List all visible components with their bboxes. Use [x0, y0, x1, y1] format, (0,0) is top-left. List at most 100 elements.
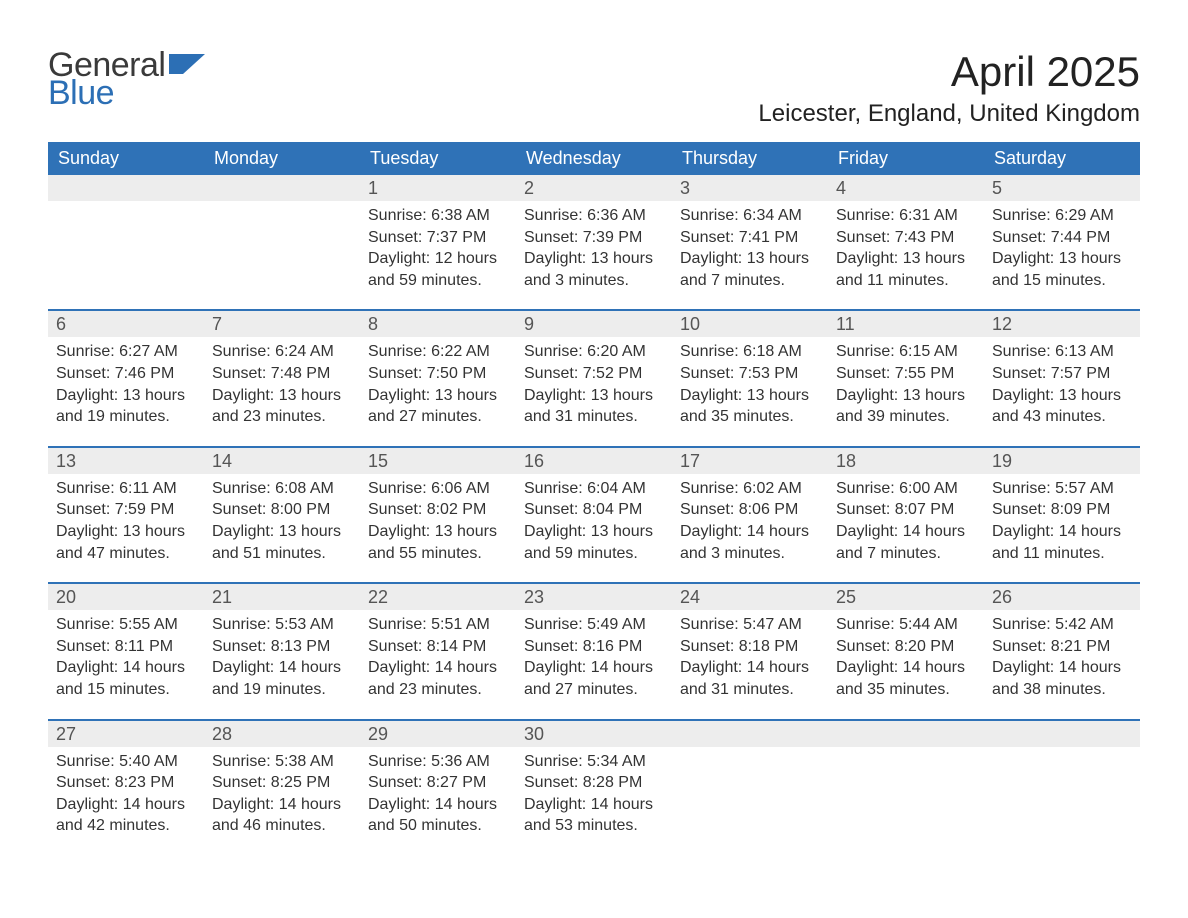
sunset-line: Sunset: 7:46 PM: [56, 363, 196, 385]
day-body: Sunrise: 6:02 AMSunset: 8:06 PMDaylight:…: [672, 474, 828, 570]
day-number: 29: [360, 721, 516, 747]
sunset-line: Sunset: 8:21 PM: [992, 636, 1132, 658]
daylight-line-2: and 3 minutes.: [524, 270, 664, 292]
day-body: Sunrise: 6:08 AMSunset: 8:00 PMDaylight:…: [204, 474, 360, 570]
day-number: 3: [672, 175, 828, 201]
sunset-line: Sunset: 7:48 PM: [212, 363, 352, 385]
sunset-line: Sunset: 8:11 PM: [56, 636, 196, 658]
daylight-line-1: Daylight: 13 hours: [56, 521, 196, 543]
sunrise-line: Sunrise: 6:36 AM: [524, 205, 664, 227]
weekday-header: Wednesday: [516, 142, 672, 175]
sunrise-line: Sunrise: 6:06 AM: [368, 478, 508, 500]
daylight-line-1: Daylight: 14 hours: [368, 794, 508, 816]
day-cell: 11Sunrise: 6:15 AMSunset: 7:55 PMDayligh…: [828, 311, 984, 433]
day-number: 17: [672, 448, 828, 474]
daylight-line-2: and 35 minutes.: [680, 406, 820, 428]
day-body: Sunrise: 5:57 AMSunset: 8:09 PMDaylight:…: [984, 474, 1140, 570]
day-cell: 28Sunrise: 5:38 AMSunset: 8:25 PMDayligh…: [204, 721, 360, 843]
day-number: [672, 721, 828, 747]
day-cell: 4Sunrise: 6:31 AMSunset: 7:43 PMDaylight…: [828, 175, 984, 297]
sunset-line: Sunset: 7:57 PM: [992, 363, 1132, 385]
daylight-line-2: and 23 minutes.: [368, 679, 508, 701]
sunset-line: Sunset: 8:28 PM: [524, 772, 664, 794]
month-title: April 2025: [758, 48, 1140, 96]
daylight-line-1: Daylight: 13 hours: [524, 385, 664, 407]
sunrise-line: Sunrise: 6:34 AM: [680, 205, 820, 227]
daylight-line-1: Daylight: 13 hours: [836, 248, 976, 270]
sunrise-line: Sunrise: 5:51 AM: [368, 614, 508, 636]
day-cell: 30Sunrise: 5:34 AMSunset: 8:28 PMDayligh…: [516, 721, 672, 843]
day-number: 19: [984, 448, 1140, 474]
title-block: April 2025 Leicester, England, United Ki…: [758, 48, 1140, 128]
daylight-line-2: and 42 minutes.: [56, 815, 196, 837]
daylight-line-2: and 53 minutes.: [524, 815, 664, 837]
day-cell: 5Sunrise: 6:29 AMSunset: 7:44 PMDaylight…: [984, 175, 1140, 297]
sunset-line: Sunset: 8:06 PM: [680, 499, 820, 521]
day-number: 15: [360, 448, 516, 474]
logo: General Blue: [48, 48, 205, 110]
daylight-line-2: and 19 minutes.: [212, 679, 352, 701]
daylight-line-2: and 15 minutes.: [992, 270, 1132, 292]
day-number: [204, 175, 360, 201]
sunrise-line: Sunrise: 6:11 AM: [56, 478, 196, 500]
day-number: 9: [516, 311, 672, 337]
day-cell: 1Sunrise: 6:38 AMSunset: 7:37 PMDaylight…: [360, 175, 516, 297]
daylight-line-1: Daylight: 14 hours: [524, 657, 664, 679]
sunset-line: Sunset: 8:14 PM: [368, 636, 508, 658]
day-body: Sunrise: 5:40 AMSunset: 8:23 PMDaylight:…: [48, 747, 204, 843]
day-number: 14: [204, 448, 360, 474]
daylight-line-2: and 55 minutes.: [368, 543, 508, 565]
weekday-header-row: Sunday Monday Tuesday Wednesday Thursday…: [48, 142, 1140, 175]
daylight-line-1: Daylight: 13 hours: [212, 521, 352, 543]
day-number: 23: [516, 584, 672, 610]
sunrise-line: Sunrise: 6:31 AM: [836, 205, 976, 227]
sunset-line: Sunset: 7:53 PM: [680, 363, 820, 385]
day-number: 21: [204, 584, 360, 610]
sunset-line: Sunset: 8:23 PM: [56, 772, 196, 794]
day-body: [984, 747, 1140, 757]
day-number: 30: [516, 721, 672, 747]
daylight-line-1: Daylight: 14 hours: [680, 657, 820, 679]
sunrise-line: Sunrise: 6:13 AM: [992, 341, 1132, 363]
day-body: Sunrise: 6:20 AMSunset: 7:52 PMDaylight:…: [516, 337, 672, 433]
daylight-line-2: and 31 minutes.: [680, 679, 820, 701]
daylight-line-2: and 11 minutes.: [992, 543, 1132, 565]
sunrise-line: Sunrise: 6:02 AM: [680, 478, 820, 500]
day-cell: [48, 175, 204, 297]
day-body: [204, 201, 360, 211]
day-cell: 25Sunrise: 5:44 AMSunset: 8:20 PMDayligh…: [828, 584, 984, 706]
sunset-line: Sunset: 7:59 PM: [56, 499, 196, 521]
page: General Blue April 2025 Leicester, Engla…: [0, 0, 1188, 883]
daylight-line-2: and 50 minutes.: [368, 815, 508, 837]
day-cell: 24Sunrise: 5:47 AMSunset: 8:18 PMDayligh…: [672, 584, 828, 706]
weekday-header: Monday: [204, 142, 360, 175]
day-body: Sunrise: 6:31 AMSunset: 7:43 PMDaylight:…: [828, 201, 984, 297]
day-body: Sunrise: 5:47 AMSunset: 8:18 PMDaylight:…: [672, 610, 828, 706]
daylight-line-1: Daylight: 13 hours: [368, 385, 508, 407]
weekday-header: Tuesday: [360, 142, 516, 175]
day-cell: [672, 721, 828, 843]
daylight-line-2: and 47 minutes.: [56, 543, 196, 565]
sunset-line: Sunset: 8:20 PM: [836, 636, 976, 658]
sunrise-line: Sunrise: 6:20 AM: [524, 341, 664, 363]
day-number: 16: [516, 448, 672, 474]
sunset-line: Sunset: 7:39 PM: [524, 227, 664, 249]
daylight-line-2: and 35 minutes.: [836, 679, 976, 701]
location-text: Leicester, England, United Kingdom: [758, 100, 1140, 128]
day-body: Sunrise: 6:13 AMSunset: 7:57 PMDaylight:…: [984, 337, 1140, 433]
daylight-line-1: Daylight: 13 hours: [836, 385, 976, 407]
day-body: Sunrise: 6:36 AMSunset: 7:39 PMDaylight:…: [516, 201, 672, 297]
sunrise-line: Sunrise: 5:49 AM: [524, 614, 664, 636]
daylight-line-1: Daylight: 13 hours: [680, 248, 820, 270]
week-row: 20Sunrise: 5:55 AMSunset: 8:11 PMDayligh…: [48, 582, 1140, 706]
week-row: 27Sunrise: 5:40 AMSunset: 8:23 PMDayligh…: [48, 719, 1140, 843]
day-body: Sunrise: 6:06 AMSunset: 8:02 PMDaylight:…: [360, 474, 516, 570]
sunset-line: Sunset: 7:55 PM: [836, 363, 976, 385]
daylight-line-1: Daylight: 14 hours: [212, 794, 352, 816]
sunrise-line: Sunrise: 6:08 AM: [212, 478, 352, 500]
sunrise-line: Sunrise: 5:42 AM: [992, 614, 1132, 636]
sunrise-line: Sunrise: 5:57 AM: [992, 478, 1132, 500]
sunrise-line: Sunrise: 6:04 AM: [524, 478, 664, 500]
day-number: [984, 721, 1140, 747]
day-cell: [204, 175, 360, 297]
